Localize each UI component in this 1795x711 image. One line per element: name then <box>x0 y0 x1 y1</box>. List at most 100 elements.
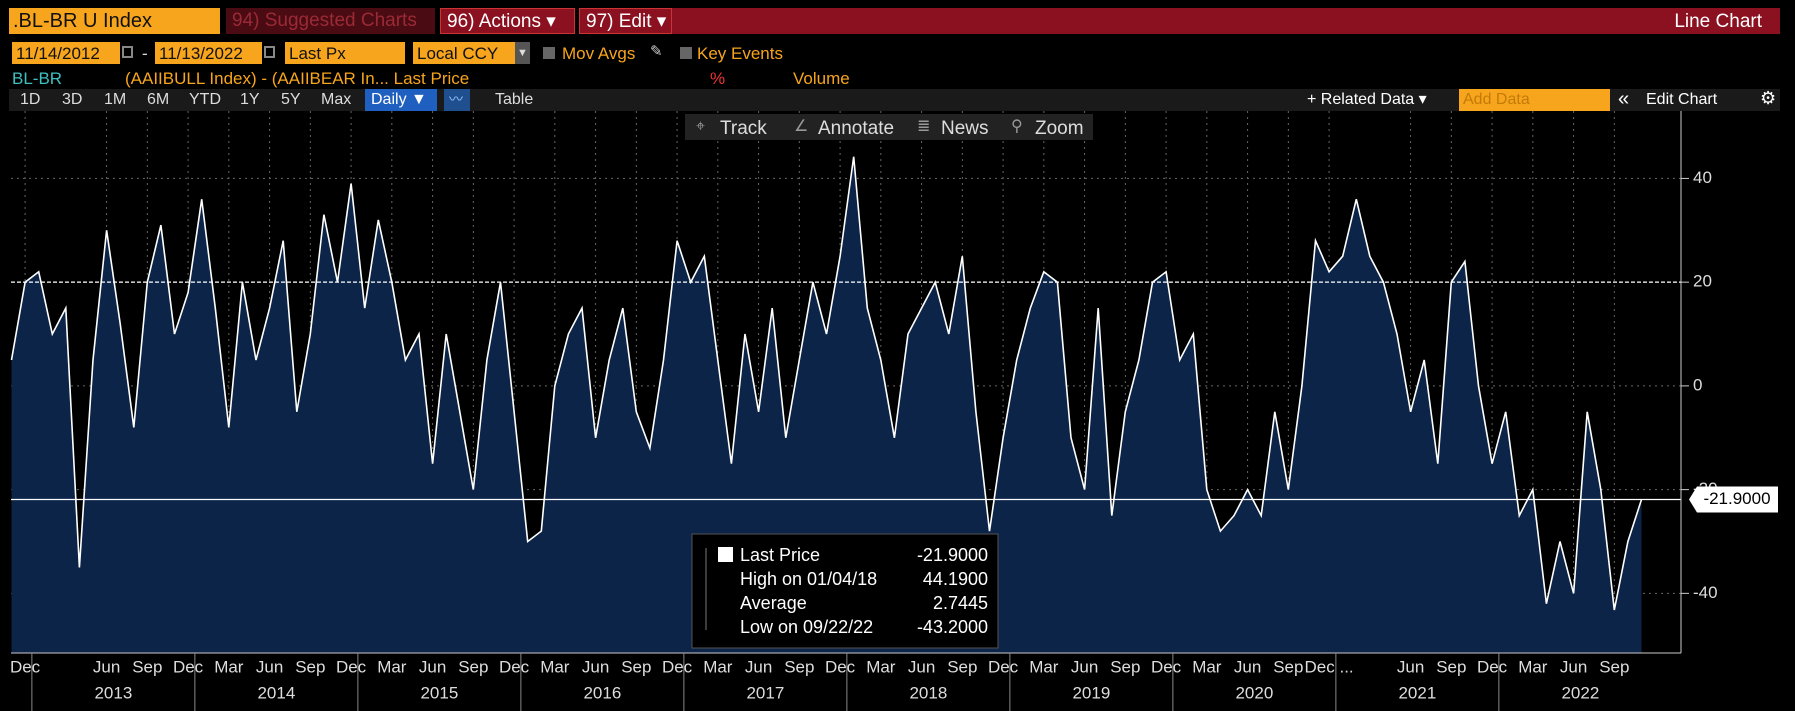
end-date[interactable]: 11/13/2022 <box>155 42 262 64</box>
x-tick-label: Sep <box>132 657 162 676</box>
x-tick-label: Jun <box>419 657 446 676</box>
line <box>10 156 1643 611</box>
chart-kind: Line Chart <box>1674 11 1762 32</box>
gear-icon[interactable]: ⚙ <box>1760 88 1777 108</box>
key-events-label[interactable]: Key Events <box>697 44 783 63</box>
period-button[interactable]: 5Y <box>281 91 301 108</box>
currency-box[interactable]: Local CCY <box>413 42 515 64</box>
x-tick-label: Sep <box>1273 657 1303 676</box>
frequency-button[interactable]: Daily ▼ <box>365 89 437 111</box>
tool-icon[interactable]: ⚲ <box>1011 118 1023 135</box>
y-tick-label: 20 <box>1693 272 1712 291</box>
table-button[interactable]: Table <box>495 91 534 108</box>
year-label: 2022 <box>1561 683 1599 702</box>
volume-label: Volume <box>793 69 850 88</box>
x-tick-label: Mar <box>214 657 244 676</box>
year-label: 2018 <box>909 683 947 702</box>
x-tick-label: Jun <box>1234 657 1261 676</box>
collapse-button[interactable]: « <box>1618 88 1630 110</box>
x-tick-label: Dec <box>988 657 1019 676</box>
chart-tool[interactable]: Track <box>720 118 767 139</box>
year-label: 2016 <box>583 683 621 702</box>
security-label: BL-BR <box>12 69 63 88</box>
y-tick-label: 40 <box>1693 168 1712 187</box>
year-label: 2017 <box>746 683 784 702</box>
stats-label: Low on 09/22/22 <box>740 617 873 637</box>
x-tick-label: Mar <box>866 657 896 676</box>
period-button[interactable]: 1D <box>20 91 41 108</box>
y-tick-label: -40 <box>1693 583 1718 602</box>
period-button[interactable]: 6M <box>147 91 170 108</box>
stats-label: High on 01/04/18 <box>740 569 877 589</box>
year-label: 2020 <box>1235 683 1273 702</box>
actions-button[interactable]: 96) Actions ▾ <box>440 8 575 34</box>
pencil-icon[interactable]: ✎ <box>650 43 663 60</box>
tool-icon[interactable]: ∠ <box>794 118 809 135</box>
period-button[interactable]: YTD <box>189 91 221 108</box>
x-tick-label: Jun <box>908 657 935 676</box>
period-button[interactable]: 1Y <box>240 91 260 108</box>
year-label: 2015 <box>420 683 458 702</box>
currency-dropdown[interactable]: ▼ <box>515 42 530 64</box>
x-tick-label: Dec <box>825 657 856 676</box>
x-tick-label: Dec <box>336 657 367 676</box>
stats-value: -21.9000 <box>917 545 988 565</box>
stats-label: Average <box>740 593 807 613</box>
area <box>11 156 1642 653</box>
mov-avgs-label[interactable]: Mov Avgs <box>562 44 636 63</box>
period-button[interactable]: 1M <box>104 91 127 108</box>
chart-tools <box>685 114 1093 140</box>
related-data[interactable]: + Related Data ▾ <box>1307 91 1427 108</box>
x-tick-label: Mar <box>377 657 407 676</box>
edit-button[interactable]: 97) Edit ▾ <box>579 8 672 34</box>
ticker-box[interactable]: .BL-BR U Index <box>9 8 220 34</box>
x-tick-label: Mar <box>703 657 733 676</box>
edit-chart-button[interactable]: Edit Chart <box>1646 91 1718 108</box>
x-tick-label: Sep <box>621 657 651 676</box>
date-dash: - <box>142 44 148 63</box>
chart-tool[interactable]: Annotate <box>818 118 895 139</box>
x-tick-label: Sep <box>295 657 325 676</box>
x-tick-label: Jun <box>1071 657 1098 676</box>
tool-icon[interactable]: ≣ <box>917 118 931 135</box>
line-icon[interactable]: 〰 <box>444 89 470 111</box>
y-tick-label: 0 <box>1693 375 1702 394</box>
last-price-label: -21.9000 <box>1703 489 1770 508</box>
suggested-button[interactable]: 94) Suggested Charts <box>226 8 435 34</box>
x-tick-label: Jun <box>1397 657 1424 676</box>
units-label: % <box>710 69 726 88</box>
x-tick-label: Sep <box>458 657 488 676</box>
calendar-icon[interactable] <box>264 46 275 58</box>
add-data-input[interactable]: Add Data <box>1459 89 1610 111</box>
stats-value: 44.1900 <box>923 569 988 589</box>
start-date[interactable]: 11/14/2012 <box>12 42 120 64</box>
year-label: 2013 <box>94 683 132 702</box>
last-price-tag <box>1689 486 1778 513</box>
checkbox[interactable] <box>543 47 555 59</box>
chart-tool[interactable]: News <box>941 118 989 139</box>
x-tick-label: Jun <box>1560 657 1587 676</box>
period-button[interactable]: 3D <box>62 91 83 108</box>
stats-label: Last Price <box>740 545 820 565</box>
year-label: 2019 <box>1072 683 1110 702</box>
period-button[interactable]: Max <box>321 91 352 108</box>
x-tick-label: Jun <box>93 657 120 676</box>
x-tick-label: Jun <box>582 657 609 676</box>
checkbox[interactable] <box>680 47 692 59</box>
x-tick-label: Dec <box>662 657 693 676</box>
tool-icon[interactable]: ⌖ <box>696 118 706 135</box>
field-box[interactable]: Last Px <box>285 42 405 64</box>
chart-tool[interactable]: Zoom <box>1035 118 1084 139</box>
security-description: (AAIIBULL Index) - (AAIIBEAR In... Last … <box>125 69 470 88</box>
x-tick-label: Mar <box>1029 657 1059 676</box>
x-tick-label: Dec <box>1151 657 1182 676</box>
year-label: 2021 <box>1398 683 1436 702</box>
x-tick-label: Jun <box>256 657 283 676</box>
x-tick-label: Sep <box>947 657 977 676</box>
x-tick-label: Sep <box>1599 657 1629 676</box>
stats-value: 2.7445 <box>933 593 988 613</box>
calendar-icon[interactable] <box>122 46 133 58</box>
x-tick-label: Dec ... <box>1305 657 1354 676</box>
